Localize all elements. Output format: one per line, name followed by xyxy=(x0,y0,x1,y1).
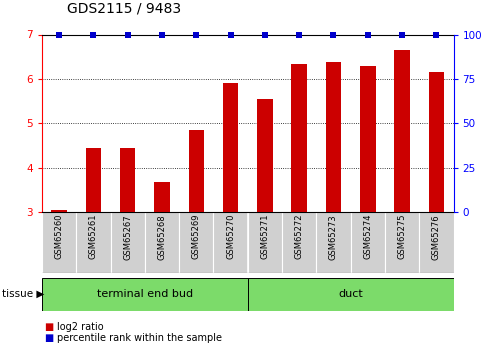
Bar xyxy=(213,212,247,273)
Bar xyxy=(51,210,67,212)
Point xyxy=(89,32,97,37)
Text: GSM65276: GSM65276 xyxy=(432,214,441,259)
Text: terminal end bud: terminal end bud xyxy=(97,289,193,299)
Bar xyxy=(120,148,136,212)
Bar xyxy=(86,148,101,212)
Text: ■: ■ xyxy=(44,333,54,343)
Bar xyxy=(282,212,317,273)
Point xyxy=(55,32,63,37)
Text: duct: duct xyxy=(338,289,363,299)
Bar xyxy=(179,212,213,273)
Bar xyxy=(257,99,273,212)
Point xyxy=(158,32,166,37)
Text: GSM65273: GSM65273 xyxy=(329,214,338,259)
Text: tissue ▶: tissue ▶ xyxy=(2,289,45,299)
Point xyxy=(432,32,440,37)
Point xyxy=(398,32,406,37)
Point xyxy=(329,32,337,37)
Text: GSM65261: GSM65261 xyxy=(89,214,98,259)
Point xyxy=(227,32,235,37)
Bar xyxy=(247,212,282,273)
Text: GSM65270: GSM65270 xyxy=(226,214,235,259)
Text: GSM65271: GSM65271 xyxy=(260,214,269,259)
Bar xyxy=(76,212,110,273)
Text: GSM65272: GSM65272 xyxy=(295,214,304,259)
Bar xyxy=(154,182,170,212)
Text: percentile rank within the sample: percentile rank within the sample xyxy=(57,333,222,343)
Bar xyxy=(394,50,410,212)
Point xyxy=(261,32,269,37)
Text: GSM65267: GSM65267 xyxy=(123,214,132,259)
Bar xyxy=(429,72,444,212)
Bar xyxy=(291,64,307,212)
Bar xyxy=(223,83,238,212)
Text: GSM65268: GSM65268 xyxy=(157,214,167,259)
Text: GSM65274: GSM65274 xyxy=(363,214,372,259)
Bar xyxy=(351,212,385,273)
Text: log2 ratio: log2 ratio xyxy=(57,322,104,332)
Bar xyxy=(317,212,351,273)
Bar xyxy=(110,212,145,273)
Text: ■: ■ xyxy=(44,322,54,332)
Bar xyxy=(42,212,76,273)
Bar xyxy=(42,278,247,310)
Point xyxy=(124,32,132,37)
Bar xyxy=(385,212,419,273)
Text: GDS2115 / 9483: GDS2115 / 9483 xyxy=(67,1,180,16)
Text: GSM65260: GSM65260 xyxy=(55,214,64,259)
Bar xyxy=(360,67,376,212)
Bar xyxy=(247,278,454,310)
Point xyxy=(192,32,200,37)
Bar xyxy=(145,212,179,273)
Bar xyxy=(188,130,204,212)
Bar xyxy=(326,62,341,212)
Bar xyxy=(419,212,454,273)
Text: GSM65269: GSM65269 xyxy=(192,214,201,259)
Point xyxy=(364,32,372,37)
Point xyxy=(295,32,303,37)
Text: GSM65275: GSM65275 xyxy=(397,214,407,259)
